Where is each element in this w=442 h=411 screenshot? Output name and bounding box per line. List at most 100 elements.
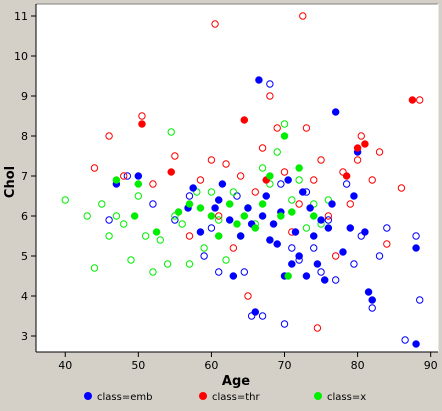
y-axis-label: Chol [3,166,18,198]
point-filled-class-emb [262,192,270,200]
point-hollow-class-emb [266,80,274,88]
legend-marker-class-x [314,392,322,400]
point-hollow-class-x [185,260,194,268]
point-filled-class-x [266,172,274,180]
point-hollow-class-emb [412,232,420,240]
point-hollow-class-x [178,220,186,228]
point-hollow-class-thr [149,180,157,188]
point-hollow-class-thr [222,160,230,168]
point-filled-class-x [240,212,249,220]
point-hollow-class-x [134,192,143,200]
point-hollow-class-x [302,224,311,232]
point-hollow-class-x [200,244,208,252]
point-hollow-class-x [105,232,113,240]
point-filled-class-emb [339,248,347,256]
point-filled-class-emb [317,216,325,224]
point-filled-class-x [196,204,205,212]
point-hollow-class-emb [123,172,132,180]
point-filled-class-emb [412,244,420,252]
plot-area [36,4,438,352]
point-hollow-class-x [149,268,157,276]
point-filled-class-emb [134,172,143,180]
point-filled-class-emb [266,236,274,244]
point-hollow-class-emb [258,312,267,320]
point-filled-class-emb [324,224,333,232]
point-filled-class-thr [408,96,417,104]
point-hollow-class-x [215,216,223,224]
axes-group: 3 4 5 6 7 8 9 10 11 40 50 60 70 80 90 [14,4,438,372]
point-hollow-class-thr [105,132,113,140]
point-filled-class-emb [218,180,227,188]
point-hollow-class-x [83,212,91,220]
point-hollow-class-thr [215,212,223,220]
point-hollow-class-thr [353,156,362,164]
point-hollow-class-emb [215,268,223,276]
point-filled-class-emb [255,76,263,84]
point-hollow-class-thr [171,152,179,160]
point-hollow-class-emb [342,180,351,188]
point-filled-class-emb [350,192,358,200]
point-filled-class-x [207,212,216,220]
point-hollow-class-thr [313,324,322,332]
point-filled-class-x [134,180,143,188]
legend-label-class-thr: class=thr [212,392,260,403]
point-filled-class-emb [291,228,300,236]
point-filled-class-x [233,220,241,228]
point-hollow-class-thr [383,240,391,248]
point-hollow-class-thr [229,244,238,252]
point-filled-class-x [251,224,260,232]
point-filled-class-emb [368,296,376,304]
point-hollow-class-thr [138,112,146,120]
legend-marker-class-thr [199,392,207,400]
y-tick-label: 10 [14,50,28,63]
point-filled-class-emb [236,232,245,240]
point-hollow-class-emb [368,304,376,312]
point-hollow-class-emb [324,216,333,224]
point-hollow-class-emb [277,180,285,188]
point-hollow-class-emb [317,268,325,276]
point-filled-class-x [174,208,183,216]
point-filled-class-thr [342,172,351,180]
point-hollow-class-thr [90,164,99,172]
point-filled-class-emb [189,184,197,192]
x-tick-label: 50 [131,359,145,372]
point-hollow-class-x [222,256,230,264]
point-hollow-class-thr [331,252,340,260]
point-hollow-class-x [229,188,238,196]
point-hollow-class-thr [185,232,194,240]
point-filled-class-emb [309,232,318,240]
point-filled-class-emb [346,224,355,232]
point-hollow-class-thr [299,12,307,20]
point-filled-class-x [277,212,285,220]
legend-label-class-emb: class=emb [97,392,152,403]
point-filled-class-emb [273,240,281,248]
point-filled-class-emb [302,272,311,280]
point-filled-class-emb [331,108,340,116]
x-tick-label: 80 [351,359,365,372]
point-hollow-class-x [295,176,303,184]
point-filled-class-thr [138,120,146,128]
point-hollow-class-x [98,200,106,208]
point-filled-class-x [185,200,194,208]
legend-label-class-x: class=x [327,392,366,403]
points-group [61,12,424,348]
point-hollow-class-emb [350,260,358,268]
point-hollow-class-thr [416,96,424,104]
point-filled-class-emb [284,176,292,184]
point-hollow-class-emb [207,224,216,232]
point-hollow-class-thr [273,124,281,132]
point-filled-class-x [284,272,292,280]
point-hollow-class-emb [240,268,249,276]
point-hollow-class-emb [149,200,157,208]
x-tick-label: 90 [424,359,438,372]
point-filled-class-x [225,200,234,208]
point-hollow-class-emb [383,224,391,232]
point-filled-class-emb [288,260,296,268]
point-filled-class-x [295,164,303,172]
point-hollow-class-thr [346,200,354,208]
x-tick-label: 40 [58,359,72,372]
x-axis-label: Age [222,374,250,389]
point-filled-class-emb [251,308,260,316]
point-filled-class-emb [361,228,369,236]
point-hollow-class-x [163,260,172,268]
